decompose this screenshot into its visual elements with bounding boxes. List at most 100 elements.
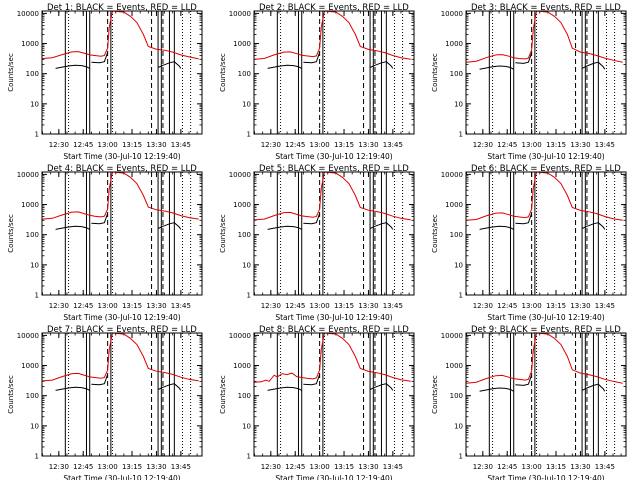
lld-series-line bbox=[466, 172, 623, 221]
x-tick-label: 13:15 bbox=[334, 463, 354, 471]
detector-panel-5: Det 5: BLACK = Events, RED = LLD Counts/s… bbox=[219, 164, 415, 322]
y-tick-label: 100 bbox=[238, 70, 251, 78]
x-tick-label: 13:30 bbox=[146, 141, 166, 149]
y-axis-label: Counts/sec bbox=[7, 53, 15, 92]
y-axis-label: Counts/sec bbox=[431, 214, 439, 253]
events-series-line bbox=[369, 222, 394, 230]
x-tick-label: 13:15 bbox=[546, 302, 566, 310]
plot-frame bbox=[465, 332, 627, 457]
x-tick-label: 12:45 bbox=[73, 141, 93, 149]
x-tick-label: 12:30 bbox=[49, 141, 69, 149]
x-tick-label: 13:00 bbox=[310, 463, 330, 471]
x-tick-label: 13:00 bbox=[310, 141, 330, 149]
y-axis-label: Counts/sec bbox=[7, 375, 15, 414]
x-tick-label: 13:00 bbox=[522, 463, 542, 471]
x-tick-label: 12:30 bbox=[49, 463, 69, 471]
x-tick-label: 12:45 bbox=[497, 302, 517, 310]
y-tick-label: 100 bbox=[450, 70, 463, 78]
x-axis-label: Start Time (30-Jul-10 12:19:40) bbox=[487, 474, 604, 480]
x-tick-label: 13:15 bbox=[334, 141, 354, 149]
x-tick-label: 13:30 bbox=[570, 141, 590, 149]
x-tick-label: 12:30 bbox=[261, 463, 281, 471]
y-tick-label: 10000 bbox=[17, 332, 39, 340]
x-axis-label: Start Time (30-Jul-10 12:19:40) bbox=[487, 152, 604, 161]
x-tick-label: 12:30 bbox=[473, 141, 493, 149]
x-axis-label: Start Time (30-Jul-10 12:19:40) bbox=[275, 474, 392, 480]
x-axis-label: Start Time (30-Jul-10 12:19:40) bbox=[275, 152, 392, 161]
lld-series-line bbox=[42, 333, 199, 382]
detector-panel-2: Det 2: BLACK = Events, RED = LLD Counts/s… bbox=[219, 3, 415, 161]
events-series-line bbox=[55, 225, 90, 230]
y-tick-label: 1000 bbox=[445, 201, 463, 209]
x-tick-label: 13:00 bbox=[522, 302, 542, 310]
plot-frame bbox=[253, 10, 415, 135]
y-tick-label: 1000 bbox=[445, 362, 463, 370]
x-tick-label: 13:15 bbox=[334, 302, 354, 310]
plot-area bbox=[466, 172, 623, 295]
panel-title: Det 5: BLACK = Events, RED = LLD bbox=[259, 164, 409, 174]
x-tick-label: 12:45 bbox=[497, 463, 517, 471]
y-tick-label: 100 bbox=[26, 231, 39, 239]
x-tick-label: 13:45 bbox=[383, 463, 403, 471]
x-tick-label: 13:00 bbox=[310, 302, 330, 310]
y-tick-label: 1 bbox=[247, 453, 251, 461]
events-series-line bbox=[303, 52, 321, 64]
x-tick-label: 12:30 bbox=[261, 141, 281, 149]
detector-panel-4: Det 4: BLACK = Events, RED = LLD Counts/s… bbox=[7, 164, 203, 322]
plot-area bbox=[466, 333, 623, 456]
events-series-line bbox=[157, 383, 182, 391]
detector-panel-9: Det 9: BLACK = Events, RED = LLD Counts/s… bbox=[431, 325, 627, 480]
panel-title: Det 9: BLACK = Events, RED = LLD bbox=[471, 325, 621, 335]
detector-panel-7: Det 7: BLACK = Events, RED = LLD Counts/s… bbox=[7, 325, 203, 480]
x-tick-label: 13:00 bbox=[98, 463, 118, 471]
plot-frame bbox=[465, 10, 627, 135]
lld-series-line bbox=[254, 333, 411, 383]
lld-series-line bbox=[42, 172, 199, 220]
plot-area bbox=[466, 11, 623, 134]
y-tick-label: 1 bbox=[247, 131, 251, 139]
x-tick-label: 13:15 bbox=[546, 141, 566, 149]
y-tick-label: 10000 bbox=[441, 10, 463, 18]
y-tick-label: 1 bbox=[35, 292, 39, 300]
events-series-line bbox=[303, 374, 321, 386]
events-series-line bbox=[55, 386, 90, 391]
events-series-line bbox=[581, 383, 606, 392]
x-tick-label: 13:15 bbox=[122, 302, 142, 310]
y-axis-label: Counts/sec bbox=[219, 53, 227, 92]
x-tick-label: 13:45 bbox=[171, 463, 191, 471]
x-axis-label: Start Time (30-Jul-10 12:19:40) bbox=[63, 152, 180, 161]
y-tick-label: 100 bbox=[26, 392, 39, 400]
y-tick-label: 1 bbox=[35, 131, 39, 139]
x-axis-label: Start Time (30-Jul-10 12:19:40) bbox=[275, 313, 392, 322]
panel-title: Det 8: BLACK = Events, RED = LLD bbox=[259, 325, 409, 335]
lld-series-line bbox=[466, 11, 623, 63]
y-tick-label: 10000 bbox=[229, 10, 251, 18]
x-tick-label: 13:45 bbox=[383, 141, 403, 149]
y-tick-label: 10000 bbox=[441, 171, 463, 179]
events-series-line bbox=[479, 387, 514, 392]
y-tick-label: 10 bbox=[30, 422, 39, 430]
panel-title: Det 2: BLACK = Events, RED = LLD bbox=[259, 3, 409, 13]
events-series-line bbox=[515, 213, 533, 225]
y-tick-label: 1 bbox=[459, 131, 463, 139]
y-tick-label: 10000 bbox=[229, 171, 251, 179]
events-series-line bbox=[267, 225, 302, 230]
y-tick-label: 1000 bbox=[21, 40, 39, 48]
plot-area bbox=[254, 333, 411, 456]
plot-frame bbox=[253, 171, 415, 296]
y-tick-label: 10 bbox=[242, 100, 251, 108]
plot-area bbox=[42, 11, 199, 134]
y-tick-label: 10 bbox=[242, 422, 251, 430]
y-tick-label: 100 bbox=[450, 392, 463, 400]
events-series-line bbox=[515, 375, 533, 386]
plot-frame bbox=[465, 171, 627, 296]
y-tick-label: 1 bbox=[459, 453, 463, 461]
detector-panel-3: Det 3: BLACK = Events, RED = LLD Counts/s… bbox=[431, 3, 627, 161]
x-tick-label: 12:45 bbox=[285, 141, 305, 149]
x-tick-label: 12:30 bbox=[49, 302, 69, 310]
detector-panel-8: Det 8: BLACK = Events, RED = LLD Counts/s… bbox=[219, 325, 415, 480]
x-tick-label: 13:30 bbox=[358, 302, 378, 310]
y-tick-label: 100 bbox=[238, 392, 251, 400]
events-series-line bbox=[157, 222, 182, 230]
